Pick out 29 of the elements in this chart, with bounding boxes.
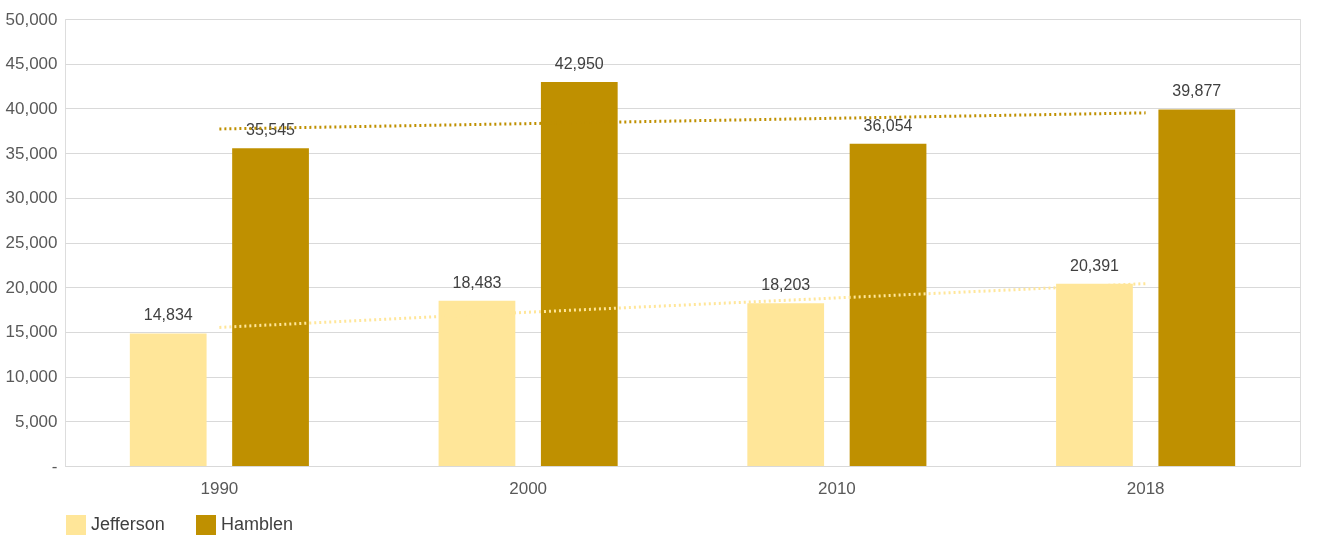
y-tick-label: 10,000 bbox=[5, 367, 58, 387]
legend-label: Hamblen bbox=[221, 514, 294, 534]
data-label: 20,391 bbox=[1069, 256, 1120, 274]
data-label: 35,545 bbox=[246, 121, 296, 139]
data-label: 39,877 bbox=[1172, 82, 1222, 100]
y-tick-label: - bbox=[51, 456, 58, 476]
y-tick-label: 30,000 bbox=[5, 188, 58, 208]
data-label: 14,834 bbox=[143, 306, 193, 324]
y-tick-label: 45,000 bbox=[5, 54, 58, 74]
x-tick-label: 1990 bbox=[200, 478, 239, 498]
y-tick-label: 40,000 bbox=[5, 98, 58, 118]
data-label: 18,203 bbox=[761, 276, 811, 294]
bar bbox=[849, 143, 927, 466]
y-tick-label: 15,000 bbox=[5, 322, 58, 342]
bar bbox=[1158, 109, 1236, 466]
y-tick-label: 35,000 bbox=[5, 143, 58, 163]
bar bbox=[129, 333, 207, 466]
y-tick-label: 50,000 bbox=[5, 9, 58, 29]
data-label: 36,054 bbox=[863, 116, 913, 134]
x-tick-label: 2000 bbox=[509, 478, 548, 498]
data-label: 18,483 bbox=[452, 273, 502, 291]
y-tick-label: 20,000 bbox=[5, 277, 58, 297]
y-tick-label: 5,000 bbox=[14, 411, 58, 431]
data-label: 42,950 bbox=[554, 55, 604, 73]
bar bbox=[232, 148, 309, 466]
x-tick-label: 2018 bbox=[1126, 478, 1165, 498]
x-tick-label: 2010 bbox=[817, 478, 856, 498]
legend-label: Jefferson bbox=[91, 514, 165, 534]
y-tick-label: 25,000 bbox=[5, 233, 58, 252]
